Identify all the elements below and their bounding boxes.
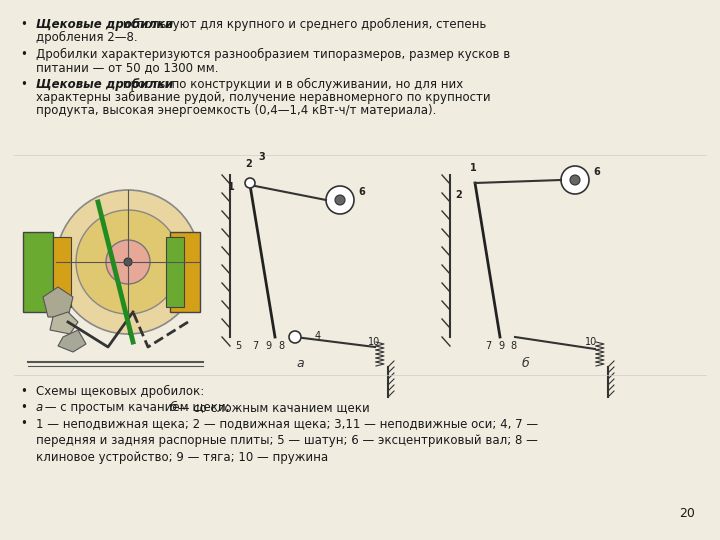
- Text: характерны забивание рудой, получение неравномерного по крупности: характерны забивание рудой, получение не…: [36, 91, 490, 104]
- Text: 2: 2: [245, 159, 252, 169]
- Text: просты по конструкции и в обслуживании, но для них: просты по конструкции и в обслуживании, …: [120, 78, 464, 91]
- Circle shape: [561, 166, 589, 194]
- Text: б: б: [521, 357, 529, 370]
- Text: •: •: [20, 417, 27, 430]
- Circle shape: [56, 190, 200, 334]
- Text: 8: 8: [278, 341, 284, 351]
- Text: 10: 10: [368, 337, 380, 347]
- Text: продукта, высокая энергоемкость (0,4—1,4 кВт-ч/т материала).: продукта, высокая энергоемкость (0,4—1,4…: [36, 104, 436, 117]
- Polygon shape: [43, 287, 73, 317]
- Text: Дробилки характеризуются разнообразием типоразмеров, размер кусков в: Дробилки характеризуются разнообразием т…: [36, 48, 510, 61]
- Text: Щековые дробилки: Щековые дробилки: [36, 18, 174, 31]
- FancyBboxPatch shape: [53, 237, 71, 307]
- Text: 9: 9: [265, 341, 271, 351]
- Circle shape: [76, 210, 180, 314]
- Text: 1: 1: [228, 182, 235, 192]
- Text: 7: 7: [485, 341, 491, 351]
- Circle shape: [335, 195, 345, 205]
- Text: питании — от 50 до 1300 мм.: питании — от 50 до 1300 мм.: [36, 61, 218, 74]
- Text: 2: 2: [455, 190, 462, 200]
- Polygon shape: [50, 312, 78, 334]
- Text: 6: 6: [593, 167, 600, 177]
- Text: •: •: [20, 18, 27, 31]
- Text: •: •: [20, 385, 27, 398]
- Text: 3: 3: [258, 152, 265, 162]
- Text: 4: 4: [315, 331, 321, 341]
- Text: 7: 7: [252, 341, 258, 351]
- Text: Щековые дробилки: Щековые дробилки: [36, 78, 174, 91]
- Text: 1 — неподвижная щека; 2 — подвижная щека; 3,11 — неподвижные оси; 4, 7 —
передня: 1 — неподвижная щека; 2 — подвижная щека…: [36, 417, 538, 464]
- Text: 20: 20: [679, 507, 695, 520]
- Circle shape: [570, 175, 580, 185]
- Text: 5: 5: [235, 341, 241, 351]
- FancyBboxPatch shape: [170, 232, 200, 312]
- Text: 6: 6: [358, 187, 365, 197]
- Circle shape: [245, 178, 255, 188]
- Circle shape: [106, 240, 150, 284]
- Text: 1: 1: [470, 163, 477, 173]
- Polygon shape: [58, 330, 86, 352]
- Text: •: •: [20, 401, 27, 414]
- Circle shape: [124, 258, 132, 266]
- Text: а: а: [296, 357, 304, 370]
- FancyBboxPatch shape: [166, 237, 184, 307]
- Text: Схемы щековых дробилок:: Схемы щековых дробилок:: [36, 385, 204, 398]
- Text: а: а: [36, 401, 43, 414]
- Text: используют для крупного и среднего дробления, степень: используют для крупного и среднего дробл…: [120, 18, 487, 31]
- Text: 8: 8: [510, 341, 516, 351]
- Circle shape: [289, 331, 301, 343]
- Text: •: •: [20, 78, 27, 91]
- FancyBboxPatch shape: [23, 232, 53, 312]
- Circle shape: [326, 186, 354, 214]
- Text: б: б: [169, 401, 176, 414]
- Text: •: •: [20, 48, 27, 61]
- Text: — с простым качанием щеки;: — с простым качанием щеки;: [40, 401, 233, 414]
- Text: дробления 2—8.: дробления 2—8.: [36, 31, 138, 44]
- Text: 10: 10: [585, 337, 598, 347]
- Text: 9: 9: [498, 341, 504, 351]
- Text: — со сложным качанием щеки: — со сложным качанием щеки: [174, 401, 370, 414]
